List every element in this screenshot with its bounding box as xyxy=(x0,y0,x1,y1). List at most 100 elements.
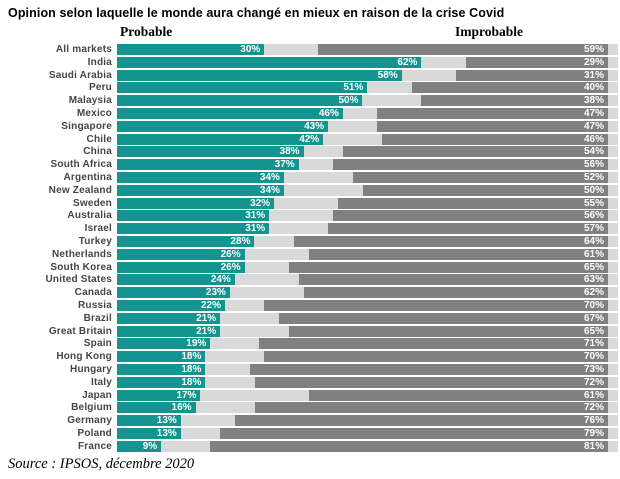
bar-track: 28% 64% xyxy=(117,235,618,247)
country-row: Russia 22% 70% xyxy=(0,299,618,311)
country-row: New Zealand 34% 50% xyxy=(0,184,618,196)
country-label: Singapore xyxy=(61,120,112,132)
improbable-bar: 47% xyxy=(377,107,608,119)
country-label: China xyxy=(83,146,112,158)
legend-probable-label: Probable xyxy=(120,24,173,39)
improbable-value: 79% xyxy=(583,427,604,439)
country-label: Germany xyxy=(67,415,112,427)
country-label: Mexico xyxy=(76,107,112,119)
probable-value: 16% xyxy=(171,402,192,414)
country-label: Turkey xyxy=(78,235,112,247)
probable-bar: 30% xyxy=(117,44,265,55)
bar-track: 42% 46% xyxy=(117,133,618,145)
probable-value: 13% xyxy=(156,427,177,439)
country-label: South Africa xyxy=(50,159,112,171)
probable-value: 38% xyxy=(279,146,300,158)
country-label: New Zealand xyxy=(48,184,112,196)
probable-value: 28% xyxy=(230,235,251,247)
probable-value: 50% xyxy=(338,95,359,107)
improbable-value: 61% xyxy=(583,389,604,401)
probable-value: 32% xyxy=(250,197,271,209)
country-label: Great Britain xyxy=(48,325,112,337)
bar-track: 46% 47% xyxy=(117,107,618,119)
bar-track: 19% 71% xyxy=(117,338,618,350)
probable-value: 26% xyxy=(220,261,241,273)
bar-track: 58% 31% xyxy=(117,69,618,81)
probable-value: 34% xyxy=(259,171,280,183)
improbable-bar: 72% xyxy=(254,402,608,414)
improbable-bar: 57% xyxy=(328,223,608,235)
improbable-value: 71% xyxy=(583,338,604,350)
country-label: Hungary xyxy=(70,363,112,375)
improbable-bar: 65% xyxy=(288,325,608,337)
improbable-bar: 29% xyxy=(465,56,608,68)
improbable-value: 29% xyxy=(583,56,604,68)
bar-track: 62% 29% xyxy=(117,56,618,68)
country-row: Belgium 16% 72% xyxy=(0,402,618,414)
probable-bar: 19% xyxy=(117,338,211,350)
country-label: Malaysia xyxy=(68,95,112,107)
improbable-value: 72% xyxy=(583,376,604,388)
improbable-bar: 47% xyxy=(377,120,608,132)
probable-value: 17% xyxy=(176,389,197,401)
country-label: Brazil xyxy=(83,312,112,324)
probable-bar: 31% xyxy=(117,210,270,222)
bar-track: 17% 61% xyxy=(117,389,618,401)
improbable-bar: 54% xyxy=(342,146,608,158)
country-label: Sweden xyxy=(73,197,112,209)
country-label: Netherlands xyxy=(52,248,112,260)
bar-track: 23% 62% xyxy=(117,287,618,299)
improbable-value: 65% xyxy=(583,325,604,337)
bar-track: 50% 38% xyxy=(117,95,618,107)
country-label: Chile xyxy=(86,133,112,145)
probable-bar: 13% xyxy=(117,427,181,439)
bar-track: 38% 54% xyxy=(117,146,618,158)
probable-value: 18% xyxy=(181,376,202,388)
probable-value: 30% xyxy=(240,44,261,55)
country-label: All markets xyxy=(55,44,112,55)
probable-bar: 37% xyxy=(117,159,299,171)
country-label: South Korea xyxy=(50,261,112,273)
country-label: Canada xyxy=(74,287,112,299)
source-caption: Source : IPSOS, décembre 2020 xyxy=(8,456,195,472)
improbable-bar: 70% xyxy=(264,351,608,363)
bar-track: 18% 70% xyxy=(117,351,618,363)
bar-track: 21% 67% xyxy=(117,312,618,324)
improbable-bar: 31% xyxy=(455,69,608,81)
bar-track: 31% 57% xyxy=(117,223,618,235)
probable-bar: 31% xyxy=(117,223,270,235)
probable-value: 37% xyxy=(274,159,295,171)
improbable-value: 70% xyxy=(583,351,604,363)
legend-improbable-label: Improbable xyxy=(455,24,524,39)
improbable-bar: 61% xyxy=(308,248,608,260)
country-row: Canada 23% 62% xyxy=(0,287,618,299)
country-row: Malaysia 50% 38% xyxy=(0,95,618,107)
country-row: South Africa 37% 56% xyxy=(0,159,618,171)
country-label: United States xyxy=(45,274,112,286)
country-row: Japan 17% 61% xyxy=(0,389,618,401)
improbable-value: 50% xyxy=(583,184,604,196)
country-label: Israel xyxy=(84,223,112,235)
country-label: France xyxy=(78,440,112,452)
bar-track: 16% 72% xyxy=(117,402,618,414)
chart-title: Opinion selon laquelle le monde aura cha… xyxy=(8,6,505,20)
improbable-bar: 65% xyxy=(288,261,608,273)
improbable-value: 47% xyxy=(583,107,604,119)
improbable-value: 76% xyxy=(583,415,604,427)
bar-chart: All markets 30% 59% India 62% 29% Saudi Arabia… xyxy=(0,44,618,452)
improbable-value: 65% xyxy=(583,261,604,273)
probable-bar: 22% xyxy=(117,299,225,311)
bar-track: 51% 40% xyxy=(117,82,618,94)
probable-bar: 50% xyxy=(117,95,363,107)
improbable-value: 52% xyxy=(583,171,604,183)
bar-track: 18% 73% xyxy=(117,363,618,375)
country-row: Italy 18% 72% xyxy=(0,376,618,388)
country-label: Poland xyxy=(77,427,112,439)
improbable-value: 70% xyxy=(583,299,604,311)
probable-value: 18% xyxy=(181,363,202,375)
probable-bar: 28% xyxy=(117,235,255,247)
probable-value: 31% xyxy=(245,223,266,235)
probable-bar: 42% xyxy=(117,133,324,145)
country-row: Netherlands 26% 61% xyxy=(0,248,618,260)
